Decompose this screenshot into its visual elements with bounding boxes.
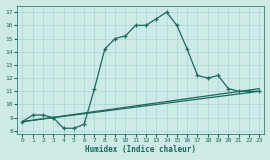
X-axis label: Humidex (Indice chaleur): Humidex (Indice chaleur) (85, 145, 196, 154)
